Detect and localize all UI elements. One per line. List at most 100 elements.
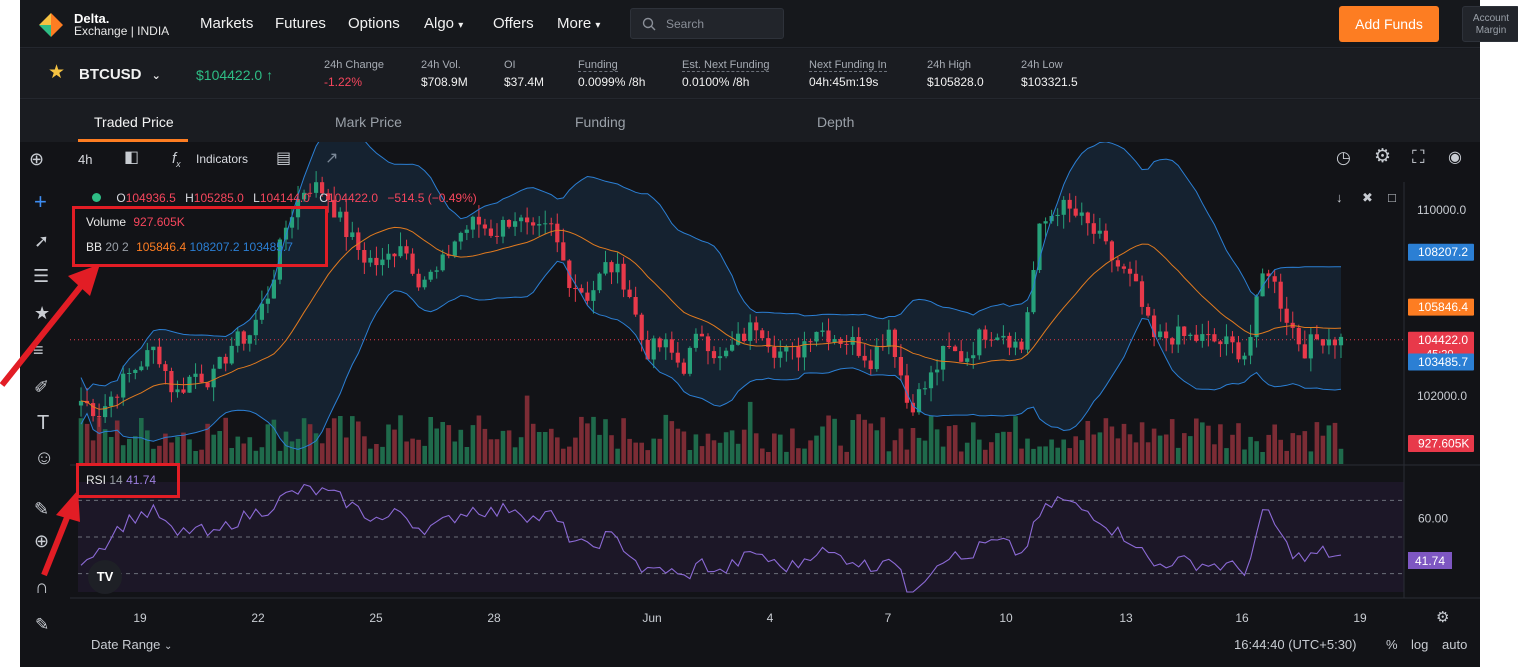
camera-icon[interactable]: ◉ xyxy=(1448,149,1462,166)
stat-value-24h-high: $105828.0 xyxy=(927,75,984,89)
candle-body xyxy=(1272,276,1277,282)
volume-bar xyxy=(681,431,687,464)
x-axis-tick: 19 xyxy=(1353,611,1367,625)
stat-label-next-funding-in[interactable]: Next Funding In xyxy=(809,59,887,72)
candle-body xyxy=(422,279,427,288)
interval-selector[interactable]: 4h xyxy=(78,152,93,167)
refresh-icon[interactable]: □ xyxy=(1388,190,1396,205)
bollinger-basis-line xyxy=(80,226,1342,410)
crosshair-icon[interactable]: + xyxy=(34,189,47,214)
settings-icon[interactable]: ⚙ xyxy=(1436,609,1450,626)
tab-depth[interactable]: Depth xyxy=(817,114,855,130)
volume-bar xyxy=(1182,433,1187,464)
add-symbol-icon[interactable]: ⊕ xyxy=(29,149,45,169)
percent-scale-toggle[interactable]: % xyxy=(1386,637,1398,652)
nav-markets[interactable]: Markets xyxy=(200,15,254,32)
ruler-icon[interactable]: ✎ xyxy=(34,499,50,519)
tab-traded-price[interactable]: Traded Price xyxy=(94,114,174,130)
candle-body xyxy=(760,330,765,339)
legend-dot-icon xyxy=(92,193,101,202)
candle-body xyxy=(1025,312,1030,350)
tab-mark-price[interactable]: Mark Price xyxy=(335,114,402,130)
stat-label-funding[interactable]: Funding xyxy=(578,59,618,72)
volume-bar xyxy=(832,418,837,464)
stat-label-24h-high: 24h High xyxy=(927,59,972,71)
volume-bar xyxy=(84,423,90,464)
candle-type-icon[interactable]: ◧ xyxy=(124,149,140,166)
collapse-icon[interactable]: ✖ xyxy=(1362,190,1373,205)
tab-funding[interactable]: Funding xyxy=(575,114,626,130)
volume-bar xyxy=(657,438,663,464)
candle-body xyxy=(681,362,686,374)
tradingview-logo[interactable]: TV xyxy=(88,560,122,594)
candle-body xyxy=(500,220,506,237)
candle-body xyxy=(928,372,934,389)
volume-bar xyxy=(802,448,807,464)
nav-offers[interactable]: Offers xyxy=(493,15,534,32)
log-scale-toggle[interactable]: log xyxy=(1411,637,1429,652)
candle-body xyxy=(778,351,783,358)
bollinger-upper-line xyxy=(80,142,1341,392)
brand-logo[interactable]: Delta. Exchange | INDIA xyxy=(38,9,188,39)
volume-bar xyxy=(229,448,234,464)
nav-futures[interactable]: Futures xyxy=(275,15,326,32)
candle-body xyxy=(922,388,928,390)
settings-icon[interactable]: ⚙ xyxy=(1374,146,1392,167)
volume-bar xyxy=(1097,432,1103,464)
arrow-down-icon[interactable]: ↓ xyxy=(1336,190,1343,205)
function-icon[interactable]: fx xyxy=(172,150,181,169)
candle-body xyxy=(1278,281,1283,309)
legend-open: 104936.5 xyxy=(125,191,176,205)
volume-bar xyxy=(747,401,753,464)
candle-body xyxy=(1115,260,1120,267)
volume-bar xyxy=(567,446,572,464)
candle-body xyxy=(754,322,759,331)
star-icon[interactable]: ★ xyxy=(48,62,66,83)
volume-bar xyxy=(1236,423,1241,464)
lock-drawing-icon[interactable]: ✎ xyxy=(35,615,50,634)
fib-icon[interactable]: ≡ xyxy=(33,340,44,360)
last-price: $104422.0 ↑ xyxy=(196,67,273,83)
volume-bar xyxy=(1326,425,1332,464)
candle-body xyxy=(796,346,801,358)
candle-body xyxy=(410,253,415,274)
volume-bar xyxy=(253,450,259,464)
ohlc-legend: O104936.5 H105285.0 L104144.0 C104422.0 … xyxy=(92,191,477,205)
trend-line-icon[interactable]: ➚ xyxy=(34,231,50,251)
add-funds-button[interactable]: Add Funds xyxy=(1339,6,1439,42)
search-icon xyxy=(642,17,656,31)
nav-more[interactable]: More ▾ xyxy=(557,15,600,32)
nav-options[interactable]: Options xyxy=(348,15,400,32)
brush-icon[interactable]: ✐ xyxy=(34,377,50,397)
price-badge xyxy=(1408,243,1474,261)
price-chart[interactable]: 110000.0102000.0108207.2105846.4104422.0… xyxy=(20,142,1480,667)
horizontal-lines-icon[interactable]: ☰ xyxy=(33,266,50,286)
stat-label-est-next-funding[interactable]: Est. Next Funding xyxy=(682,59,770,72)
volume-bar xyxy=(645,450,650,464)
indicators-button[interactable]: Indicators xyxy=(196,152,249,166)
candle-body xyxy=(537,224,542,226)
candle-body xyxy=(742,333,747,341)
search-input[interactable]: Search xyxy=(630,8,784,39)
candle-body xyxy=(1037,223,1042,270)
active-tab-indicator xyxy=(78,139,188,142)
template-icon[interactable]: ▤ xyxy=(276,150,292,167)
candle-body xyxy=(362,250,367,263)
candle-body xyxy=(289,217,295,228)
magnet-icon[interactable]: ∩ xyxy=(35,577,49,598)
pattern-icon[interactable]: ★ xyxy=(34,303,51,323)
auto-scale-toggle[interactable]: auto xyxy=(1442,637,1468,652)
nav-algo[interactable]: Algo ▾ xyxy=(424,15,463,32)
symbol-selector[interactable]: BTCUSD ⌄ xyxy=(79,66,161,83)
candle-body xyxy=(338,211,343,218)
account-margin-button[interactable]: Account Margin xyxy=(1462,6,1518,42)
zoom-in-icon[interactable]: ⊕ xyxy=(34,531,50,551)
emoji-icon[interactable]: ☺ xyxy=(34,447,55,469)
external-link-icon[interactable]: ↗ xyxy=(325,150,339,167)
replay-icon[interactable]: ◷ xyxy=(1336,148,1351,167)
candle-body xyxy=(669,339,674,353)
fullscreen-icon[interactable]: ⛶ xyxy=(1412,147,1425,167)
date-range-selector[interactable]: Date Range ⌄ xyxy=(91,637,172,652)
text-icon[interactable]: T xyxy=(37,412,50,434)
candle-body xyxy=(241,331,246,344)
